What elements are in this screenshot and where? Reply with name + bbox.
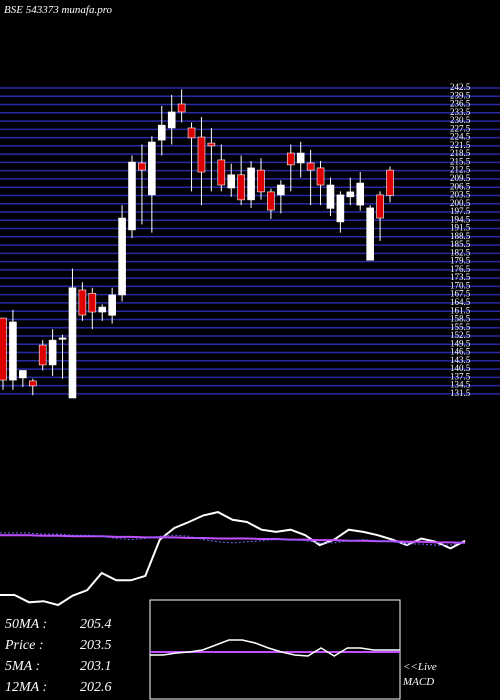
y-tick-label: 161.5 (450, 305, 471, 315)
candle-body (58, 337, 67, 340)
indicator-line (0, 511, 466, 607)
stat-value: 203.5 (80, 638, 112, 653)
candle-body (267, 191, 275, 211)
stat-value: 202.6 (80, 680, 112, 695)
candle-body (277, 184, 285, 196)
y-tick-label: 194.5 (450, 214, 471, 224)
y-tick-label: 146.5 (450, 347, 471, 357)
candle-body (28, 380, 37, 387)
candle-body (356, 182, 365, 206)
y-tick-label: 239.5 (450, 90, 471, 100)
y-tick-label: 200.5 (450, 198, 471, 208)
y-tick-label: 230.5 (450, 115, 471, 125)
y-tick-label: 149.5 (450, 338, 471, 348)
y-tick-label: 158.5 (450, 314, 471, 324)
y-tick-label: 170.5 (450, 280, 471, 290)
candle-body (167, 111, 176, 129)
y-tick-label: 176.5 (450, 264, 471, 274)
y-tick-label: 215.5 (450, 156, 471, 166)
candle-body (306, 162, 315, 171)
live-label: <<Live (403, 661, 437, 673)
candle-body (177, 103, 186, 113)
y-tick-label: 167.5 (450, 289, 471, 299)
y-tick-label: 152.5 (450, 330, 471, 340)
y-tick-label: 218.5 (450, 148, 471, 158)
y-tick-label: 209.5 (450, 173, 471, 183)
y-tick-label: 188.5 (450, 231, 471, 241)
candle-body (187, 127, 196, 139)
candle-body (237, 174, 245, 201)
y-tick-label: 185.5 (450, 239, 471, 249)
candle-body (0, 317, 7, 381)
candle-body (376, 194, 384, 219)
candle-body (386, 169, 394, 196)
y-tick-label: 182.5 (450, 247, 471, 257)
indicator-line (0, 532, 466, 546)
y-tick-label: 164.5 (450, 297, 471, 307)
candle-body (9, 321, 17, 381)
candle-body (366, 207, 374, 261)
y-tick-label: 131.5 (450, 388, 471, 398)
candle-body (98, 306, 107, 313)
y-tick-label: 224.5 (450, 132, 471, 142)
candle-body (38, 344, 47, 366)
candle-body (148, 141, 156, 196)
y-tick-label: 197.5 (450, 206, 471, 216)
stat-label: Price : (4, 638, 43, 653)
candle-body (286, 152, 295, 166)
y-tick-label: 212.5 (450, 165, 471, 175)
y-tick-label: 134.5 (450, 380, 471, 390)
indicator-line (150, 639, 400, 657)
candle-body (296, 152, 305, 164)
candle-body (48, 339, 57, 366)
stat-label: 12MA : (5, 680, 47, 695)
y-tick-label: 236.5 (450, 99, 471, 109)
candle-body (108, 294, 116, 316)
chart-title: BSE 543373 munafa.pro (4, 4, 113, 16)
y-tick-label: 206.5 (450, 181, 471, 191)
stat-label: 5MA : (5, 659, 40, 674)
y-tick-label: 191.5 (450, 223, 471, 233)
candle-body (227, 174, 236, 189)
y-tick-label: 173.5 (450, 272, 471, 282)
candle-body (346, 191, 355, 198)
candle-body (217, 159, 226, 186)
y-tick-label: 242.5 (450, 82, 471, 92)
candle-body (197, 136, 206, 173)
y-tick-label: 179.5 (450, 256, 471, 266)
candle-body (68, 287, 77, 399)
candle-body (19, 370, 27, 379)
y-tick-label: 143.5 (450, 355, 471, 365)
macd-label: MACD (402, 676, 434, 688)
y-tick-label: 227.5 (450, 123, 471, 133)
candle-body (247, 167, 255, 201)
stat-label: 50MA : (5, 617, 47, 632)
candle-body (118, 217, 126, 296)
y-tick-label: 137.5 (450, 371, 471, 381)
stat-value: 205.4 (80, 617, 112, 632)
y-tick-label: 203.5 (450, 190, 471, 200)
y-tick-label: 140.5 (450, 363, 471, 373)
candle-body (336, 194, 345, 223)
candle-body (326, 184, 335, 209)
candle-body (128, 161, 136, 231)
candle-body (138, 162, 146, 171)
y-tick-label: 155.5 (450, 322, 471, 332)
candle-body (207, 142, 216, 147)
y-tick-label: 221.5 (450, 140, 471, 150)
candle-body (316, 167, 325, 186)
y-tick-label: 233.5 (450, 107, 471, 117)
stat-value: 203.1 (80, 659, 112, 674)
candle-body (257, 169, 265, 193)
candle-body (78, 289, 87, 316)
candle-body (88, 292, 97, 313)
candle-body (157, 124, 166, 141)
